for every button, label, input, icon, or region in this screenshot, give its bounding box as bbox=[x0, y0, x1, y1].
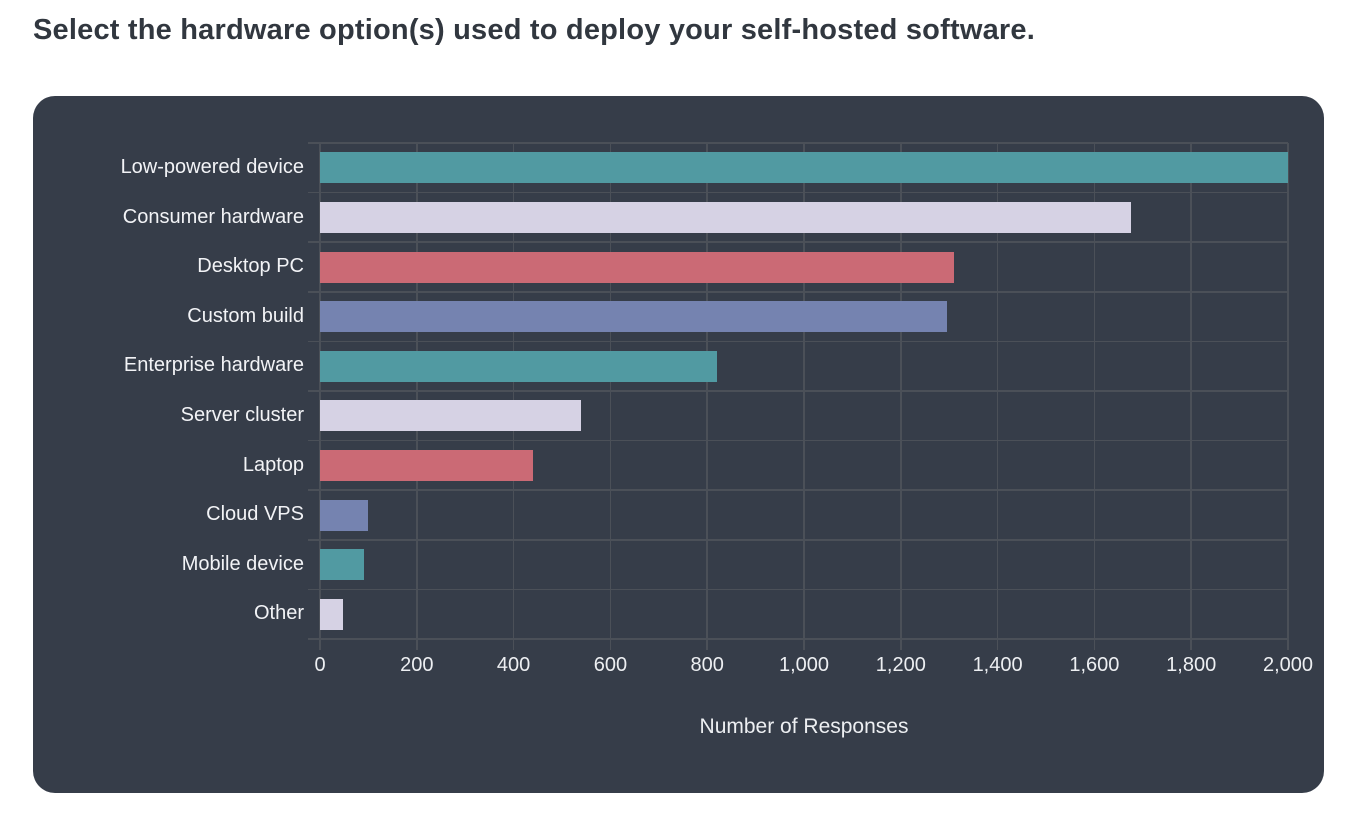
category-label-server-cluster: Server cluster bbox=[180, 404, 304, 426]
x-tick-label-1-400: 1,400 bbox=[972, 654, 1023, 676]
x-axis-tick-mark bbox=[1190, 639, 1192, 650]
x-axis-tick-mark bbox=[706, 639, 708, 650]
page-title: Select the hardware option(s) used to de… bbox=[33, 14, 1035, 46]
y-axis-tick-mark bbox=[308, 241, 320, 243]
gridline-horizontal bbox=[320, 390, 1288, 392]
y-axis-tick-mark bbox=[308, 539, 320, 541]
y-axis-tick-mark bbox=[308, 390, 320, 392]
category-label-consumer-hardware: Consumer hardware bbox=[122, 205, 304, 228]
bar-custom-build bbox=[320, 301, 947, 333]
x-axis-tick-mark bbox=[996, 639, 999, 650]
gridline-horizontal bbox=[320, 489, 1288, 491]
gridline-horizontal bbox=[320, 241, 1288, 243]
x-axis-tick-mark bbox=[319, 639, 321, 650]
x-axis-tick-mark bbox=[512, 639, 515, 650]
x-axis-tick-mark bbox=[1287, 639, 1289, 650]
bar-low-powered-device bbox=[320, 152, 1288, 184]
category-label-cloud-vps: Cloud VPS bbox=[206, 503, 304, 526]
x-tick-label-400: 400 bbox=[496, 654, 531, 676]
x-tick-label-1-600: 1,600 bbox=[1069, 654, 1120, 676]
y-axis-tick-mark bbox=[308, 340, 320, 343]
category-label-custom-build: Custom build bbox=[187, 304, 304, 327]
gridline-horizontal bbox=[320, 340, 1288, 343]
gridline-horizontal bbox=[320, 638, 1288, 640]
y-axis-tick-mark bbox=[308, 291, 320, 293]
gridline-horizontal bbox=[320, 539, 1288, 541]
category-label-desktop-pc: Desktop PC bbox=[197, 255, 304, 278]
bar-cloud-vps bbox=[320, 499, 369, 531]
bar-laptop bbox=[320, 449, 533, 481]
y-axis-tick-mark bbox=[308, 638, 320, 640]
category-label-enterprise-hardware: Enterprise hardware bbox=[123, 354, 304, 377]
x-axis-tick-mark bbox=[416, 639, 418, 650]
gridline-horizontal bbox=[320, 142, 1288, 144]
x-axis-tick-mark bbox=[609, 639, 612, 650]
bar-server-cluster bbox=[320, 400, 582, 432]
gridline-horizontal bbox=[320, 191, 1288, 194]
x-tick-label-200: 200 bbox=[400, 654, 434, 676]
y-axis-tick-mark bbox=[308, 439, 320, 442]
bar-mobile-device bbox=[320, 549, 364, 581]
bar-other bbox=[320, 598, 344, 630]
y-axis-tick-mark bbox=[308, 489, 320, 491]
chart-card: Number of Responses 0 200 400 600 800 1,000 1,… bbox=[33, 96, 1324, 793]
bar-enterprise-hardware bbox=[320, 350, 717, 382]
x-tick-label-1-000: 1,000 bbox=[778, 654, 830, 676]
gridline-horizontal bbox=[320, 291, 1288, 293]
x-axis-tick-mark bbox=[803, 639, 805, 650]
x-axis-tick-mark bbox=[900, 639, 902, 650]
category-label-other: Other bbox=[253, 602, 304, 625]
x-axis-tick-mark bbox=[1093, 639, 1096, 650]
x-tick-label-0: 0 bbox=[314, 654, 326, 676]
y-axis-tick-mark bbox=[308, 142, 320, 144]
x-tick-label-1-200: 1,200 bbox=[875, 654, 926, 676]
category-label-laptop: Laptop bbox=[242, 453, 304, 476]
y-axis-tick-mark bbox=[308, 191, 320, 194]
bar-desktop-pc bbox=[320, 251, 955, 283]
bar-consumer-hardware bbox=[320, 201, 1131, 233]
y-axis-tick-mark bbox=[308, 588, 320, 591]
x-tick-label-600: 600 bbox=[593, 654, 628, 676]
gridline-vertical bbox=[1287, 143, 1289, 639]
x-axis-title: Number of Responses bbox=[699, 715, 909, 738]
x-tick-label-2-000: 2,000 bbox=[1262, 654, 1314, 676]
category-label-low-powered-device: Low-powered device bbox=[120, 156, 304, 178]
x-tick-label-1-800: 1,800 bbox=[1166, 654, 1217, 676]
category-label-mobile-device: Mobile device bbox=[181, 552, 304, 575]
bar-chart-plot-area: Number of Responses 0 200 400 600 800 1,000 1,… bbox=[121, 142, 1313, 738]
gridline-horizontal bbox=[320, 588, 1288, 591]
x-tick-label-800: 800 bbox=[690, 654, 724, 676]
gridline-horizontal bbox=[320, 439, 1288, 442]
